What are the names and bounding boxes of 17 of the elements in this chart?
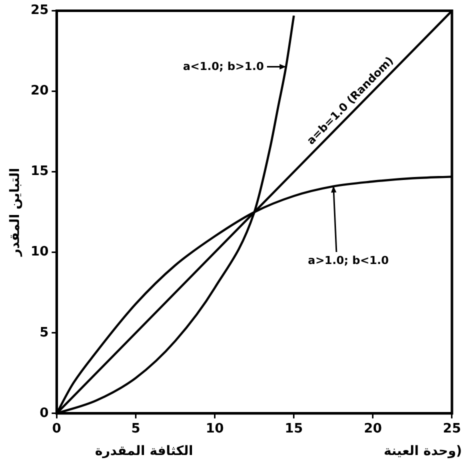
y-tick-label: 15 [30,164,49,180]
x-tick-label: 20 [364,422,382,437]
annotation: a>1.0; b<1.0 [308,254,390,268]
x-tick-label: 10 [206,422,224,437]
x-axis-title: الكثافة المقدرة [95,444,194,459]
text: وحدة العينة) [384,444,462,459]
y-tick-label: 0 [40,406,49,421]
y-axis-title: التباين المقدر [8,168,24,258]
y-tick-label: 10 [30,244,49,260]
annotation: a<1.0; b>1.0 [183,60,264,74]
x-tick-label: 0 [52,422,62,437]
y-tick-label: 25 [30,3,49,18]
x-tick-label: 25 [442,422,461,437]
x-tick-label: 15 [284,422,303,437]
y-tick-label: 20 [30,84,49,99]
x-tick-label: 5 [131,422,140,437]
y-tick-label: 5 [40,325,49,340]
